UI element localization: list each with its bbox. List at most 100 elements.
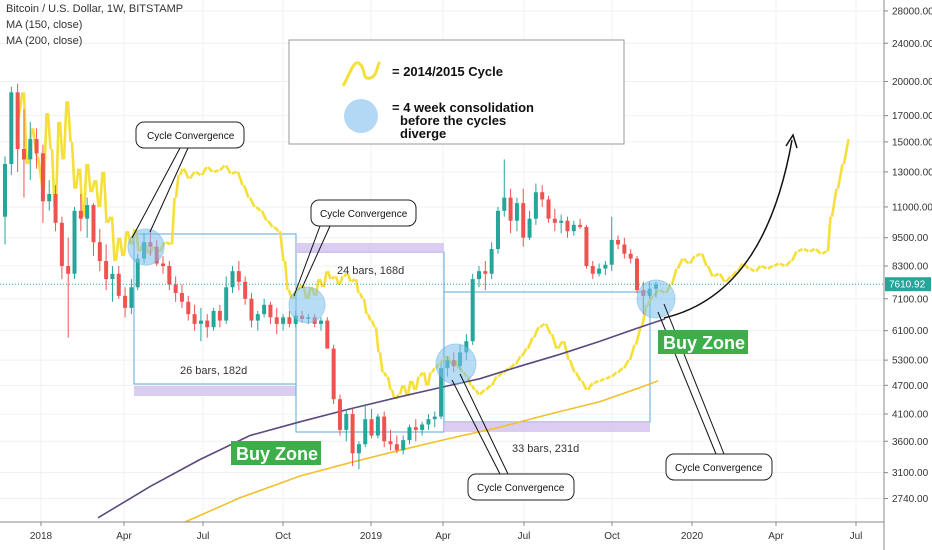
candle bbox=[489, 242, 494, 280]
consolidation-circle-2 bbox=[288, 286, 326, 324]
candle bbox=[255, 310, 260, 331]
candles bbox=[3, 83, 658, 470]
cycle-segment bbox=[688, 255, 696, 265]
candle-body bbox=[609, 239, 614, 265]
candle bbox=[514, 197, 519, 232]
candle bbox=[161, 256, 165, 274]
cycle-segment bbox=[343, 272, 348, 278]
candle bbox=[337, 394, 342, 436]
cycle-segment bbox=[82, 163, 88, 217]
cycle-segment bbox=[362, 298, 368, 315]
candle bbox=[21, 109, 26, 198]
y-tick-label: 4100.00 bbox=[892, 409, 929, 420]
callout-label-4: Cycle Convergence bbox=[675, 463, 763, 474]
legend-consolidation-line1: = 4 week consolidation bbox=[392, 100, 534, 115]
candle bbox=[331, 344, 336, 404]
cycle-segment bbox=[22, 92, 28, 165]
candle-body bbox=[382, 416, 387, 442]
buy-zones: Buy Zone Buy Zone bbox=[231, 330, 748, 465]
cycle-segment bbox=[713, 272, 720, 278]
cycle-segment bbox=[479, 388, 486, 396]
candle-body bbox=[495, 210, 500, 250]
y-tick-label: 3600.00 bbox=[892, 437, 929, 448]
candle bbox=[628, 249, 633, 264]
cycle-segment bbox=[260, 210, 268, 222]
candle-body bbox=[217, 310, 222, 321]
callout-box-1 bbox=[135, 121, 245, 149]
candle-body bbox=[356, 444, 361, 454]
candle-body bbox=[262, 304, 267, 315]
cycle-segment bbox=[182, 168, 190, 180]
x-tick-label: Apr bbox=[116, 531, 132, 542]
cycle-segment bbox=[414, 376, 420, 391]
candle bbox=[401, 435, 406, 455]
cycle-segment bbox=[242, 184, 250, 199]
candle-body bbox=[268, 304, 273, 318]
consolidation-band-2 bbox=[296, 243, 444, 253]
cycle-segment bbox=[617, 367, 624, 374]
candle-body bbox=[15, 92, 20, 149]
candle-body bbox=[167, 266, 172, 285]
candle bbox=[268, 301, 273, 324]
candle-body bbox=[622, 244, 627, 254]
cycle-segment bbox=[248, 197, 256, 208]
cycle-segment bbox=[485, 384, 492, 391]
y-tick-label: 17000.00 bbox=[892, 111, 932, 122]
cycle-segment bbox=[170, 197, 176, 245]
cycle-segment bbox=[574, 371, 582, 382]
cycle-segment bbox=[374, 327, 380, 353]
consolidation-circle-4 bbox=[636, 279, 676, 319]
candle bbox=[584, 224, 589, 269]
x-tick-label: Apr bbox=[768, 531, 784, 542]
consolidation-circle-3 bbox=[435, 343, 477, 385]
candle bbox=[85, 197, 90, 238]
cycle-segment bbox=[188, 171, 196, 180]
legend-consolidation-swatch bbox=[344, 99, 378, 133]
candle-body bbox=[85, 205, 90, 219]
legend-consolidation-line3: diverge bbox=[400, 126, 446, 141]
cycle-segment bbox=[725, 275, 732, 283]
cycle-segment bbox=[318, 278, 324, 288]
candle bbox=[477, 266, 481, 288]
callout-box-3 bbox=[467, 473, 575, 501]
legend: = 2014/2015 Cycle = 4 week consolidation… bbox=[288, 39, 625, 145]
candle bbox=[426, 413, 431, 430]
candle-body bbox=[470, 279, 475, 342]
candle-body bbox=[66, 266, 71, 274]
cycle-segment bbox=[200, 166, 208, 176]
candle bbox=[420, 421, 425, 436]
ma200-line bbox=[184, 380, 659, 523]
candle bbox=[344, 408, 349, 442]
candle bbox=[104, 244, 109, 291]
consolidation-band-3 bbox=[444, 422, 650, 432]
candle-body bbox=[135, 258, 140, 288]
callout-box-4 bbox=[665, 453, 773, 481]
cycle-segment bbox=[544, 323, 552, 335]
candle bbox=[590, 261, 595, 280]
candle-body bbox=[521, 203, 526, 238]
candle bbox=[603, 261, 608, 276]
buy-zone-badge-2 bbox=[658, 330, 748, 354]
cycle-segment bbox=[605, 375, 612, 380]
candle-body bbox=[3, 163, 7, 217]
candle bbox=[186, 295, 191, 321]
buy-zone-label-2: Buy Zone bbox=[663, 333, 745, 353]
cycle-segment bbox=[358, 292, 364, 300]
cycle-segment bbox=[700, 253, 708, 267]
candle-body bbox=[243, 281, 248, 299]
x-tick-label: Oct bbox=[275, 531, 291, 542]
candle-body bbox=[584, 226, 589, 267]
candle bbox=[192, 304, 197, 331]
cycle-segment bbox=[98, 171, 104, 208]
cycle-segment bbox=[809, 247, 816, 253]
candle bbox=[369, 408, 374, 439]
candle-body bbox=[28, 139, 33, 160]
candle bbox=[274, 307, 279, 335]
cycle-segment bbox=[622, 359, 630, 369]
cycle-segment bbox=[46, 113, 52, 150]
cycle-segment bbox=[213, 169, 219, 174]
cycle-segment bbox=[490, 375, 498, 386]
cycle-segment bbox=[568, 359, 576, 373]
cycle-segment bbox=[195, 170, 202, 177]
